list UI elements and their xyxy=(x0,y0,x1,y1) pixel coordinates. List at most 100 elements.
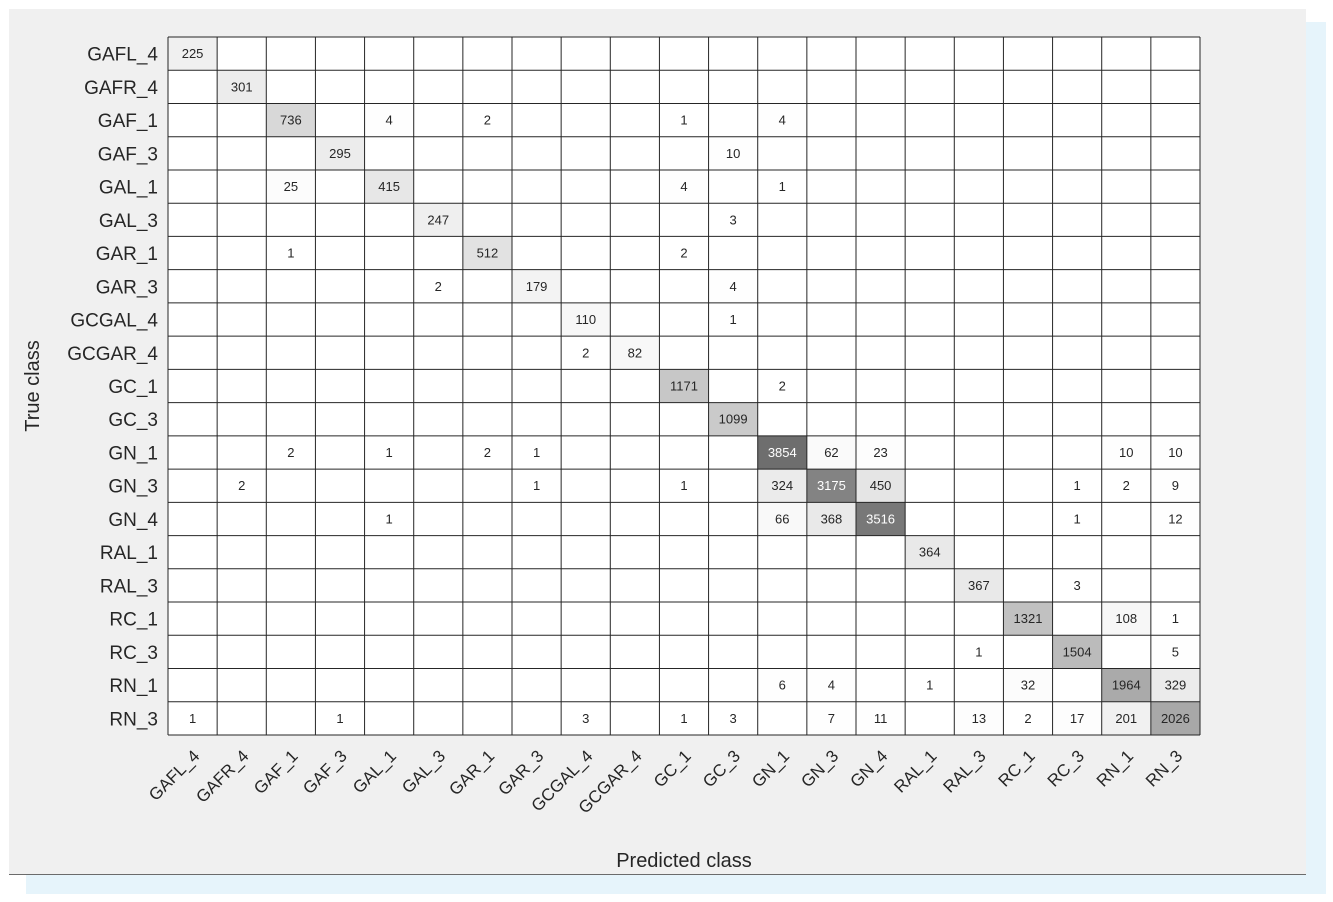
cell-GN_1-GAR_3 xyxy=(512,435,562,470)
cell-GAL_1-GAFR_4 xyxy=(217,169,267,204)
cell-GN_1-RC_3 xyxy=(1052,435,1102,470)
cell-RAL_1-GN_4 xyxy=(856,535,906,569)
cell-GAR_1-GAL_3 xyxy=(413,236,463,270)
cell-value-RC_3-RN_3: 5 xyxy=(1172,644,1179,659)
cell-RAL_3-GAR_1 xyxy=(462,568,512,603)
cell-GC_1-GC_1 xyxy=(659,369,709,403)
cell-GAF_3-GAL_1 xyxy=(364,136,414,170)
cell-GAF_1-GAL_3 xyxy=(413,103,463,137)
cell-value-GCGAL_4-GC_3: 1 xyxy=(730,312,737,327)
cell-GAFL_4-RC_1 xyxy=(1003,37,1053,71)
cell-value-GN_3-GAR_3: 1 xyxy=(533,478,540,493)
cell-GAFR_4-RAL_1 xyxy=(905,70,955,104)
cell-GC_1-RN_3 xyxy=(1150,369,1200,403)
cell-value-GAR_1-GAR_1: 512 xyxy=(477,246,499,261)
cell-value-GN_4-GAL_1: 1 xyxy=(386,511,393,526)
cell-GAR_1-GCGAL_4 xyxy=(561,236,611,270)
cell-GAR_3-GAR_3 xyxy=(512,269,562,303)
cell-GAF_3-RAL_1 xyxy=(905,136,955,170)
cell-GCGAL_4-GAFR_4 xyxy=(217,302,267,337)
cell-value-RN_3-GAFL_4: 1 xyxy=(189,711,196,726)
cell-GC_3-RC_3 xyxy=(1052,402,1102,436)
cell-GN_1-GN_1 xyxy=(757,435,807,470)
cell-value-RN_3-GCGAL_4: 3 xyxy=(582,711,589,726)
cell-GCGAL_4-RN_3 xyxy=(1150,302,1200,337)
cell-GCGAL_4-GAFL_4 xyxy=(168,302,218,337)
cell-GC_1-GAL_1 xyxy=(364,369,414,403)
cell-RN_3-RAL_3 xyxy=(954,701,1004,735)
cell-RN_1-GAF_3 xyxy=(315,668,365,702)
cell-RN_1-RAL_1 xyxy=(905,668,955,702)
cell-value-GN_1-RN_1: 10 xyxy=(1119,445,1133,460)
cell-value-RAL_1-RAL_1: 364 xyxy=(919,545,941,560)
cell-GAR_1-GAFL_4 xyxy=(168,236,218,270)
cell-GC_1-GAR_3 xyxy=(512,369,562,403)
cell-GAL_1-GAFL_4 xyxy=(168,169,218,204)
cell-value-GN_3-GN_3: 3175 xyxy=(817,478,846,493)
cell-GAR_3-RN_1 xyxy=(1101,269,1151,303)
cell-value-GN_1-GAL_1: 1 xyxy=(386,445,393,460)
cell-value-GAL_1-GC_1: 4 xyxy=(680,179,687,194)
cell-GAR_1-GN_3 xyxy=(806,236,856,270)
cell-value-GAL_1-GAL_1: 415 xyxy=(378,179,400,194)
column-label-GAL_1: GAL_1 xyxy=(349,746,400,797)
cell-RN_1-GAR_1 xyxy=(462,668,512,702)
cell-GAL_1-GC_1 xyxy=(659,169,709,204)
cell-GC_1-RAL_3 xyxy=(954,369,1004,403)
cell-RAL_1-GC_3 xyxy=(708,535,758,569)
cell-GAF_3-GAR_1 xyxy=(462,136,512,170)
cell-GAF_1-RC_1 xyxy=(1003,103,1053,137)
cell-GN_4-GAR_1 xyxy=(462,502,512,536)
cell-GAL_1-GN_4 xyxy=(856,169,906,204)
cell-GAFL_4-GAFR_4 xyxy=(217,37,267,71)
cell-GAL_3-RC_1 xyxy=(1003,203,1053,237)
cell-GAL_1-GAL_3 xyxy=(413,169,463,204)
cell-GAR_3-GAL_1 xyxy=(364,269,414,303)
cell-value-GC_1-GN_1: 2 xyxy=(779,379,786,394)
cell-RN_1-GAF_1 xyxy=(266,668,316,702)
row-label-GAL_3: GAL_3 xyxy=(99,211,158,232)
cell-RN_3-RAL_1 xyxy=(905,701,955,735)
cell-GN_1-GAL_1 xyxy=(364,435,414,470)
cell-GAFL_4-GAL_3 xyxy=(413,37,463,71)
cell-GCGAL_4-GCGAL_4 xyxy=(561,302,611,337)
cell-GAF_3-RN_1 xyxy=(1101,136,1151,170)
cell-GN_4-RN_3 xyxy=(1150,502,1200,536)
cell-RC_1-GN_1 xyxy=(757,602,807,636)
cell-value-GAF_1-GC_1: 1 xyxy=(680,113,687,128)
cell-value-RN_3-RAL_3: 13 xyxy=(972,711,986,726)
cell-RAL_3-GC_3 xyxy=(708,568,758,603)
cell-value-RN_3-RC_3: 17 xyxy=(1070,711,1084,726)
cell-RN_1-GAR_3 xyxy=(512,668,562,702)
cell-value-GAR_3-GC_3: 4 xyxy=(730,279,737,294)
cell-GC_3-RN_3 xyxy=(1150,402,1200,436)
cell-value-GN_3-GN_4: 450 xyxy=(870,478,892,493)
matrix-grid xyxy=(167,36,1201,736)
cell-value-RN_3-GAF_3: 1 xyxy=(336,711,343,726)
cell-GAR_1-GAFR_4 xyxy=(217,236,267,270)
cell-GC_3-RAL_3 xyxy=(954,402,1004,436)
cell-RAL_1-GAR_3 xyxy=(512,535,562,569)
cell-GAR_3-GAF_3 xyxy=(315,269,365,303)
cell-GAL_3-GAFR_4 xyxy=(217,203,267,237)
cell-value-RN_1-GN_1: 6 xyxy=(779,678,786,693)
cell-GCGAR_4-GAR_3 xyxy=(512,336,562,370)
cell-value-RN_1-RN_3: 329 xyxy=(1165,678,1187,693)
cell-GC_3-GN_1 xyxy=(757,402,807,436)
cell-GC_3-GAFL_4 xyxy=(168,402,218,436)
figure-bottom-rule xyxy=(9,874,1306,875)
cell-RAL_1-RN_3 xyxy=(1150,535,1200,569)
cell-GN_4-GAL_3 xyxy=(413,502,463,536)
cell-GC_1-GAL_3 xyxy=(413,369,463,403)
cell-value-GN_1-RN_3: 10 xyxy=(1168,445,1182,460)
cell-GAR_1-GAR_1 xyxy=(462,236,512,270)
cell-GAF_1-RN_1 xyxy=(1101,103,1151,137)
cell-GAF_1-GAF_1 xyxy=(266,103,316,137)
row-label-GCGAR_4: GCGAR_4 xyxy=(67,344,158,365)
cell-GAF_1-GAFR_4 xyxy=(217,103,267,137)
cell-GAR_1-RAL_1 xyxy=(905,236,955,270)
cell-GAR_1-GC_3 xyxy=(708,236,758,270)
cell-GAF_3-GN_3 xyxy=(806,136,856,170)
cell-GN_3-GAL_1 xyxy=(364,469,414,503)
cell-GAL_3-RAL_3 xyxy=(954,203,1004,237)
